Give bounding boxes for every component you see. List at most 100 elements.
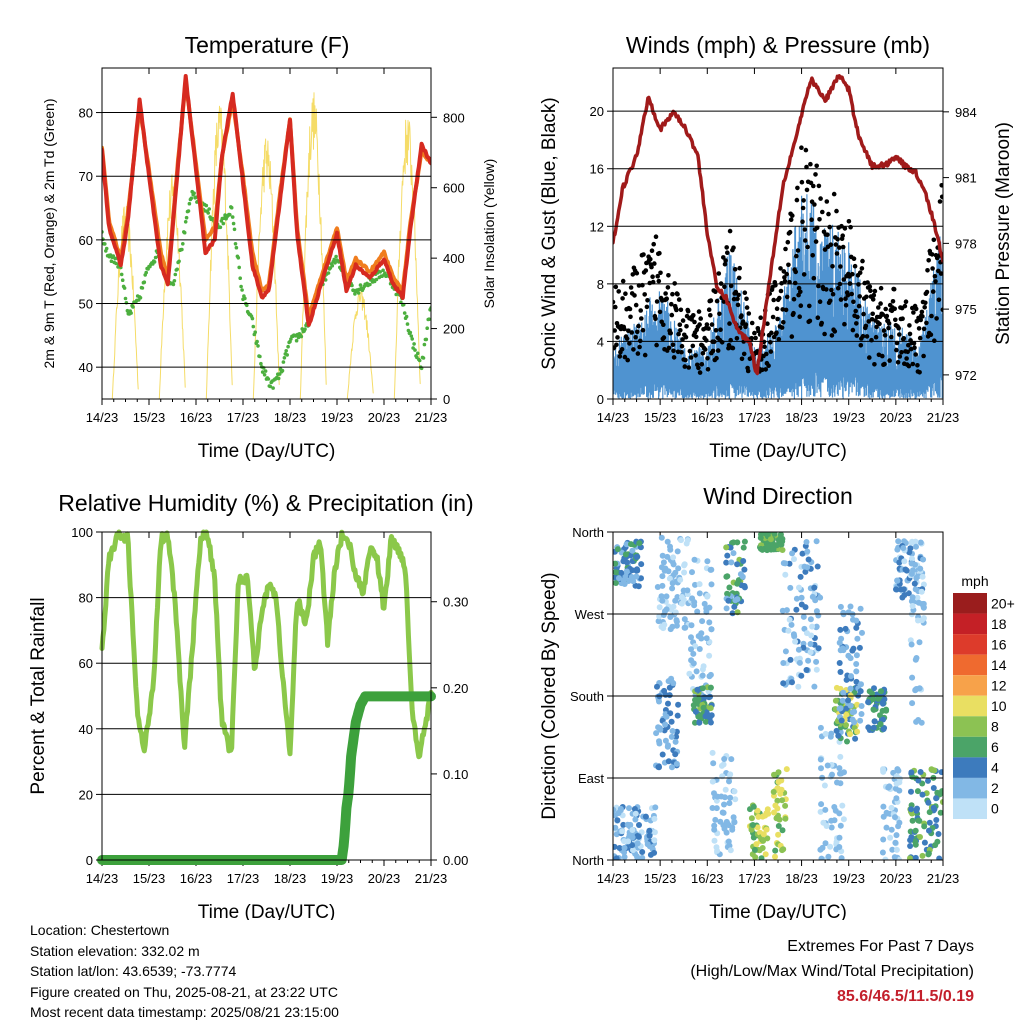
gust-point bbox=[904, 356, 909, 361]
gust-point bbox=[799, 179, 805, 185]
wind-direction-point bbox=[660, 559, 667, 566]
wind-direction-point bbox=[918, 617, 925, 624]
gust-point bbox=[890, 299, 896, 304]
x-tick-label: 20/23 bbox=[880, 410, 913, 425]
y2-tick-label: 975 bbox=[955, 302, 977, 317]
wind-direction-point bbox=[782, 571, 789, 578]
gust-point bbox=[777, 295, 782, 301]
wind-direction-point bbox=[796, 584, 802, 591]
gust-point bbox=[923, 300, 928, 306]
wind-direction-point bbox=[704, 593, 711, 600]
gust-point bbox=[637, 338, 643, 344]
gust-point bbox=[629, 330, 634, 335]
wind-direction-point bbox=[807, 616, 814, 623]
wind-direction-point bbox=[665, 758, 672, 765]
x-axis-label: Time (Day/UTC) bbox=[198, 902, 336, 920]
wind-direction-point bbox=[670, 680, 677, 687]
wind-direction-point bbox=[675, 701, 682, 708]
wind-direction-point bbox=[749, 822, 756, 828]
wind-direction-point bbox=[659, 751, 666, 758]
wind-direction-point bbox=[893, 795, 900, 802]
wind-direction-point bbox=[854, 728, 861, 735]
wind-direction-point bbox=[630, 847, 636, 854]
gust-point bbox=[794, 197, 800, 203]
gust-point bbox=[770, 314, 776, 320]
colorbar-label: 6 bbox=[991, 739, 999, 755]
gust-point bbox=[811, 183, 816, 189]
dewpoint-point bbox=[129, 311, 133, 315]
gust-point bbox=[631, 347, 636, 352]
y-axis-label: Percent & Total Rainfall bbox=[28, 597, 49, 794]
wind-direction-point bbox=[619, 828, 626, 835]
dewpoint-point bbox=[172, 279, 177, 283]
wind-direction-point bbox=[782, 815, 789, 822]
gust-point bbox=[730, 345, 736, 351]
gust-point bbox=[921, 353, 926, 359]
gust-point bbox=[813, 172, 818, 177]
extremes-title: Extremes For Past 7 Days bbox=[787, 938, 974, 955]
wind-direction-point bbox=[785, 627, 792, 634]
dewpoint-point bbox=[232, 227, 237, 232]
gust-point bbox=[683, 357, 688, 363]
wind-direction-point bbox=[771, 771, 777, 778]
wind-direction-point bbox=[614, 546, 621, 553]
dewpoint-point bbox=[184, 215, 189, 220]
gust-point bbox=[939, 194, 943, 200]
gust-point bbox=[700, 351, 706, 356]
wind-direction-point bbox=[843, 676, 850, 683]
wind-direction-point bbox=[726, 778, 732, 785]
wind-direction-point bbox=[757, 534, 764, 541]
gust-point bbox=[745, 368, 751, 374]
gust-point bbox=[704, 338, 709, 343]
wind-direction-point bbox=[632, 816, 639, 823]
gust-point bbox=[682, 364, 688, 369]
wind-direction-point bbox=[893, 780, 900, 787]
wind-direction-point bbox=[833, 727, 840, 734]
dewpoint-point bbox=[111, 254, 116, 258]
gust-point bbox=[622, 354, 628, 360]
wind-direction-point bbox=[788, 621, 795, 628]
wind-direction-point bbox=[926, 827, 932, 834]
x-tick-label: 19/23 bbox=[321, 871, 354, 886]
wind-direction-point bbox=[708, 581, 715, 588]
wind-direction-point bbox=[724, 573, 731, 580]
wind-direction-point bbox=[730, 539, 737, 546]
colorbar-label: 12 bbox=[991, 677, 1007, 693]
gust-point bbox=[685, 308, 691, 314]
wind-direction-point bbox=[779, 827, 786, 834]
wind-direction-point bbox=[748, 815, 755, 822]
gust-point bbox=[768, 340, 773, 345]
wind-direction-point bbox=[628, 541, 634, 548]
dewpoint-point bbox=[263, 369, 268, 373]
gust-point bbox=[714, 298, 720, 304]
gust-point bbox=[886, 325, 891, 331]
gust-point bbox=[929, 252, 935, 257]
wind-direction-point bbox=[662, 721, 669, 728]
dewpoint-point bbox=[240, 288, 244, 292]
wind-direction-point bbox=[725, 838, 732, 845]
wind-direction-point bbox=[672, 569, 679, 576]
x-tick-label: 17/23 bbox=[227, 871, 260, 886]
gust-point bbox=[709, 322, 715, 327]
gust-point bbox=[939, 183, 943, 188]
gust-point bbox=[706, 307, 712, 313]
gust-point bbox=[744, 296, 749, 302]
wind-direction-point bbox=[896, 787, 903, 794]
temp-2m-line bbox=[102, 74, 431, 327]
gust-point bbox=[917, 370, 922, 375]
wind-direction-point bbox=[841, 769, 847, 776]
wind-direction-point bbox=[878, 688, 884, 695]
gust-point bbox=[802, 227, 808, 232]
wind-direction-point bbox=[801, 563, 808, 570]
gust-point bbox=[691, 313, 696, 318]
wind-direction-point bbox=[824, 762, 831, 769]
y-tick-label: 40 bbox=[79, 722, 93, 737]
wind-direction-point bbox=[865, 724, 872, 731]
gust-point bbox=[661, 322, 666, 328]
wind-direction-point bbox=[887, 834, 894, 841]
gust-point bbox=[789, 334, 795, 339]
wind-direction-point bbox=[631, 806, 638, 812]
colorbar-swatch bbox=[953, 634, 987, 655]
wind-direction-point bbox=[915, 717, 922, 723]
wind-direction-point bbox=[921, 823, 928, 830]
